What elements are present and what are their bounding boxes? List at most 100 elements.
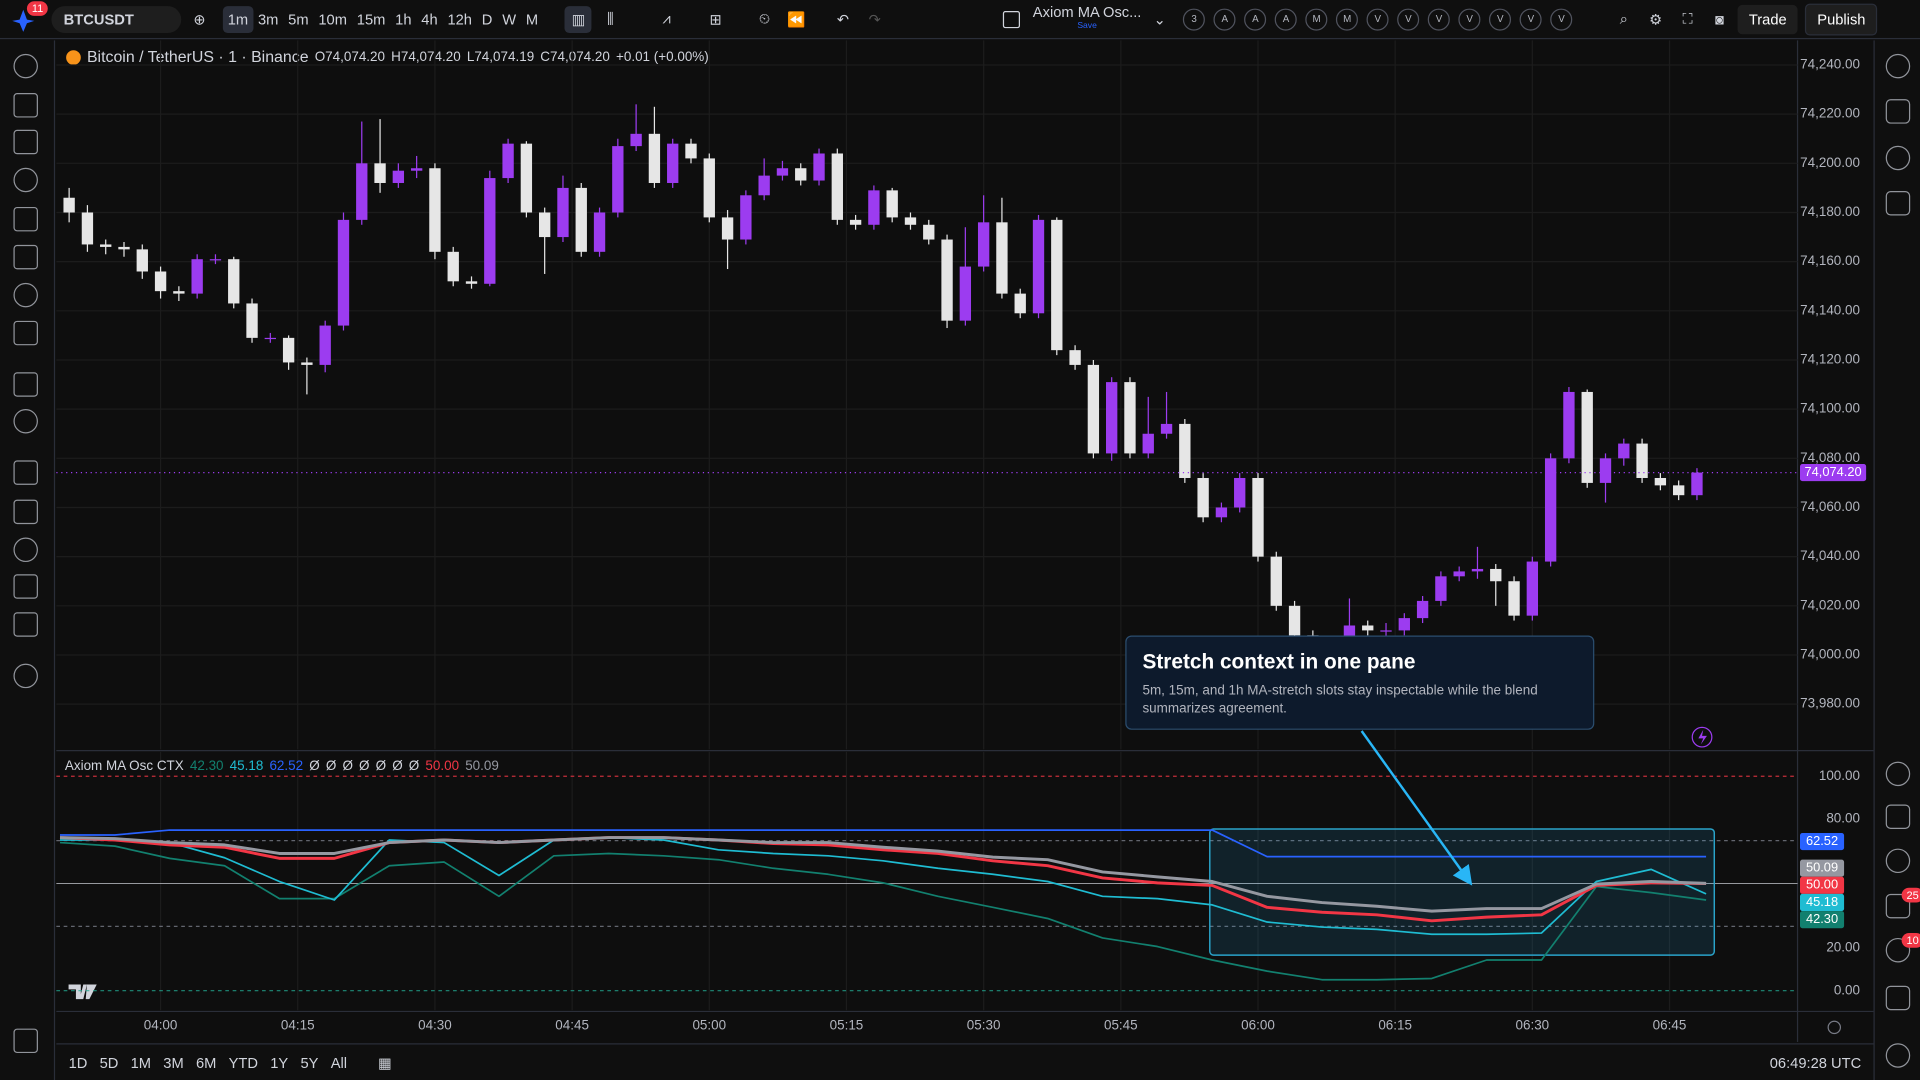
date-range[interactable]: ▦ bbox=[378, 1054, 392, 1072]
alert[interactable]: ⏲ bbox=[758, 9, 771, 27]
slot-button[interactable]: M bbox=[1336, 7, 1359, 31]
interval-button[interactable]: 1h bbox=[395, 10, 412, 28]
tool-icon[interactable] bbox=[13, 129, 38, 155]
y-tick-label: 0.00 bbox=[1834, 982, 1860, 997]
candle-body bbox=[1069, 350, 1081, 365]
redo[interactable]: ↷ bbox=[868, 10, 882, 28]
tool-icon[interactable] bbox=[13, 93, 38, 118]
add-symbol[interactable]: ⊕ bbox=[193, 10, 206, 28]
interval-button[interactable]: 10m bbox=[318, 10, 347, 28]
range-button[interactable]: 5D bbox=[99, 1054, 119, 1072]
tool-icon[interactable] bbox=[13, 612, 38, 637]
interval-button[interactable]: 5m bbox=[288, 10, 309, 28]
tool-icon[interactable] bbox=[13, 408, 38, 434]
panel-icon[interactable] bbox=[1885, 99, 1911, 124]
alert-icon[interactable] bbox=[1691, 726, 1713, 748]
slot-button[interactable]: V bbox=[1366, 7, 1389, 31]
range-button[interactable]: All bbox=[330, 1054, 348, 1072]
tool-icon[interactable] bbox=[13, 574, 38, 599]
panel-icon[interactable] bbox=[1885, 53, 1911, 79]
range-button[interactable]: 1D bbox=[68, 1054, 88, 1072]
slot-button[interactable]: V bbox=[1519, 7, 1542, 31]
snapshot[interactable]: ◙ bbox=[1714, 10, 1724, 28]
panel-icon[interactable] bbox=[1885, 985, 1911, 1011]
logo[interactable]: 11 bbox=[10, 0, 49, 33]
fullscreen[interactable]: ⛶ bbox=[1682, 9, 1693, 27]
slot-button[interactable]: M bbox=[1305, 7, 1328, 31]
range-button[interactable]: 6M bbox=[195, 1054, 217, 1072]
panel-icon[interactable] bbox=[1885, 848, 1911, 874]
annotation-tooltip: Stretch context in one pane 5m, 15m, and… bbox=[1125, 635, 1595, 730]
indicators[interactable]: ⩘ bbox=[662, 9, 671, 27]
layouts[interactable]: ⊞ bbox=[709, 10, 722, 28]
bars[interactable]: ⫼ bbox=[606, 9, 614, 27]
y-tick-label: 100.00 bbox=[1819, 768, 1860, 783]
slot-button[interactable]: V bbox=[1550, 7, 1573, 31]
candle-body bbox=[392, 170, 405, 183]
interval-button[interactable]: 15m bbox=[356, 10, 386, 28]
axis-value-label: 42.30 bbox=[1806, 911, 1838, 926]
tool-icon[interactable] bbox=[13, 206, 38, 232]
range-button[interactable]: 1Y bbox=[270, 1054, 289, 1072]
tool-icon[interactable] bbox=[13, 244, 38, 270]
slot-button[interactable]: V bbox=[1458, 7, 1481, 31]
range-button[interactable]: YTD bbox=[228, 1054, 259, 1072]
panel-icon[interactable] bbox=[1885, 191, 1911, 216]
interval-button[interactable]: 3m bbox=[257, 10, 279, 28]
tooltip-title: Stretch context in one pane bbox=[1142, 650, 1416, 674]
range-button[interactable]: 3M bbox=[163, 1054, 184, 1072]
axis-value-box bbox=[1800, 893, 1845, 912]
tool-icon[interactable] bbox=[13, 372, 38, 397]
panel-icon[interactable] bbox=[1885, 937, 1911, 963]
symbol-search[interactable]: BTCUSDT bbox=[51, 5, 182, 33]
panel-icon[interactable] bbox=[1885, 804, 1911, 829]
interval-button[interactable]: M bbox=[525, 10, 539, 28]
axis-value-box bbox=[1800, 832, 1845, 851]
tool-icon[interactable] bbox=[13, 282, 38, 308]
panel-icon[interactable] bbox=[1885, 1043, 1911, 1068]
interval-button[interactable]: 1m bbox=[222, 5, 254, 33]
tool-icon[interactable] bbox=[13, 320, 38, 346]
trade-button[interactable]: Trade bbox=[1737, 4, 1798, 34]
slot-button[interactable]: V bbox=[1397, 7, 1420, 31]
tool-icon[interactable] bbox=[13, 1028, 38, 1054]
slot-button[interactable]: 3 bbox=[1183, 7, 1206, 31]
candle-body bbox=[1160, 423, 1173, 434]
undo[interactable]: ↶ bbox=[836, 10, 850, 28]
candle-body bbox=[1654, 477, 1667, 486]
tool-icon[interactable] bbox=[13, 167, 38, 193]
replay[interactable]: ⏪ bbox=[787, 10, 806, 28]
indicator-template[interactable]: Axiom MA Osc... Save ⌄ bbox=[1003, 4, 1166, 33]
panel-icon[interactable] bbox=[1885, 893, 1911, 919]
checkbox[interactable] bbox=[1003, 10, 1021, 28]
tool-icon[interactable] bbox=[13, 53, 38, 79]
interval-button[interactable]: 12h bbox=[447, 10, 472, 28]
range-button[interactable]: 1M bbox=[130, 1054, 152, 1072]
candle-body bbox=[685, 143, 697, 159]
slot-button[interactable]: V bbox=[1489, 7, 1512, 31]
dropdown[interactable]: ⌄ bbox=[1153, 10, 1166, 28]
slot-button[interactable]: A bbox=[1213, 7, 1236, 31]
settings-icon[interactable] bbox=[1827, 1020, 1842, 1035]
tool-icon[interactable] bbox=[13, 663, 38, 689]
settings[interactable]: ⚙ bbox=[1649, 10, 1663, 28]
tooltip-text: 5m, 15m, and 1h MA-stretch slots stay in… bbox=[1142, 683, 1538, 717]
btc-icon bbox=[66, 50, 81, 65]
interval-button[interactable]: D bbox=[481, 10, 493, 28]
slot-button[interactable]: A bbox=[1244, 7, 1267, 31]
chart-type[interactable]: ▥ bbox=[565, 5, 592, 33]
panel-icon[interactable] bbox=[1885, 145, 1911, 171]
publish-button[interactable]: Publish bbox=[1805, 3, 1878, 35]
interval-button[interactable]: W bbox=[502, 10, 517, 28]
tool-icon[interactable] bbox=[13, 537, 38, 563]
tool-icon[interactable] bbox=[13, 460, 38, 485]
range-button[interactable]: 5Y bbox=[300, 1054, 319, 1072]
slot-button[interactable]: A bbox=[1274, 7, 1297, 31]
interval-button[interactable]: 4h bbox=[421, 10, 438, 28]
panel-icon[interactable] bbox=[1885, 761, 1911, 787]
candle-body bbox=[173, 291, 185, 294]
slot-button[interactable]: V bbox=[1428, 7, 1451, 31]
save-label[interactable]: Save bbox=[1077, 21, 1097, 30]
tool-icon[interactable] bbox=[13, 499, 38, 525]
search[interactable]: ⌕ bbox=[1619, 9, 1629, 27]
